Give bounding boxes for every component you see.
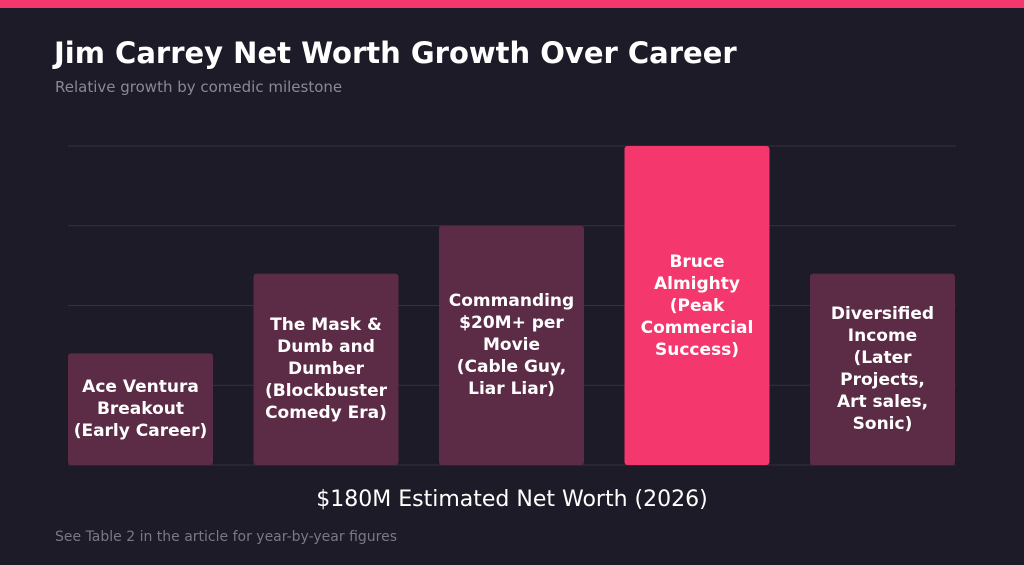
bar-label-1: Ace Ventura Breakout (Early Career)	[68, 353, 213, 465]
bar-label-line: Bruce	[669, 251, 725, 272]
bar-label-line: Liar Liar)	[468, 379, 555, 400]
bar-label-line: (Cable Guy,	[456, 357, 567, 378]
bar-1	[68, 353, 213, 465]
bar-2	[253, 273, 399, 465]
bar-4	[624, 146, 770, 465]
bar-label-line: Dumber	[287, 359, 364, 380]
bar-label-line: Almighty	[653, 273, 740, 294]
bar-label-line: Diversified	[830, 304, 935, 325]
bar-label-line: Success)	[654, 339, 740, 360]
chart-title: Jim Carrey Net Worth Growth Over Career	[54, 36, 737, 70]
bar-label-line: Dumb and	[277, 337, 375, 358]
bar-label-line: Movie	[482, 335, 541, 356]
bar-label-line: The Mask &	[270, 315, 382, 336]
net-worth-caption: $180M Estimated Net Worth (2026)	[316, 487, 708, 512]
bar-label-line: (Early Career)	[73, 421, 208, 442]
bar-label-5: Diversified Income (Later Projects, Art sal…	[810, 274, 955, 465]
accent-top-bar	[0, 0, 1024, 8]
bar-label-3: Commanding $20M+ per Movie (Cable Guy, Liar …	[439, 226, 584, 465]
bar-label-line: (Blockbuster	[264, 381, 388, 402]
bar-label-line: (Later Projects,	[840, 348, 925, 391]
bar-label-4: Bruce Almighty (Peak Commercial Success)	[625, 146, 770, 465]
bar-label-line: Art sales,	[836, 392, 929, 413]
bar-label-line: Income	[847, 326, 918, 347]
bar-3	[439, 225, 584, 465]
bar-label-line: Comedy Era)	[265, 403, 387, 424]
footnote: See Table 2 in the article for year-by-y…	[55, 529, 398, 545]
bar-label-line: Sonic)	[852, 414, 913, 435]
chart-subtitle: Relative growth by comedic milestone	[55, 78, 343, 96]
bar-label-line: Ace Ventura	[82, 377, 199, 398]
bar-5	[810, 273, 955, 465]
bar-label-line: $20M+ per	[459, 313, 564, 334]
bar-label-line: (Peak Commercial	[640, 295, 754, 338]
bar-label-2: The Mask & Dumb and Dumber (Blockbuster Come…	[254, 274, 399, 465]
bar-label-line: Commanding	[448, 291, 575, 312]
bar-label-line: Breakout	[96, 399, 185, 420]
